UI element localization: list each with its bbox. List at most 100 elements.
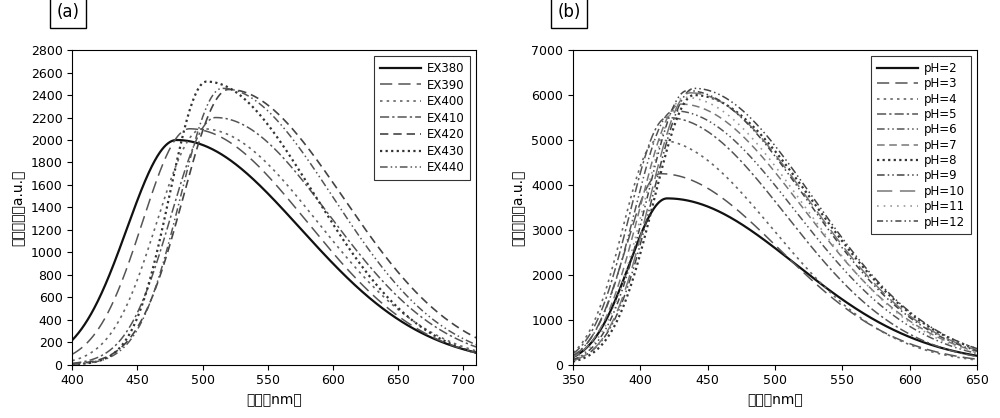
pH=6: [962, 349, 974, 354]
pH=9: [588, 347, 600, 352]
pH=9: [688, 86, 700, 91]
Line: EX400: EX400: [72, 129, 483, 361]
EX390: [465, 349, 477, 354]
EX410: [465, 343, 477, 348]
EX420: [66, 361, 78, 366]
pH=6: [588, 331, 600, 336]
pH=5: [754, 181, 766, 186]
pH=3: [655, 171, 667, 176]
pH=4: [887, 335, 899, 340]
pH=8: [962, 343, 974, 348]
Text: (a): (a): [57, 3, 80, 21]
EX390: [477, 352, 489, 357]
pH=6: [974, 352, 986, 357]
pH=7: [765, 165, 777, 170]
EX400: [390, 305, 402, 310]
pH=10: [974, 348, 986, 353]
EX440: [216, 86, 228, 91]
Y-axis label: 荧光强度（a.u.）: 荧光强度（a.u.）: [11, 169, 25, 245]
pH=2: [962, 352, 974, 357]
pH=8: [567, 359, 579, 364]
pH=4: [588, 320, 600, 325]
pH=12: [974, 349, 986, 354]
EX400: [465, 347, 477, 352]
EX400: [66, 358, 78, 363]
pH=9: [962, 343, 974, 348]
EX390: [255, 166, 267, 171]
pH=11: [588, 341, 600, 346]
EX410: [255, 134, 267, 139]
EX430: [255, 114, 267, 119]
pH=5: [765, 194, 777, 199]
EX380: [87, 308, 99, 313]
EX410: [210, 115, 222, 120]
pH=12: [588, 344, 600, 349]
pH=8: [754, 131, 766, 136]
pH=11: [887, 307, 899, 312]
pH=10: [887, 300, 899, 305]
pH=6: [754, 165, 766, 170]
EX410: [465, 342, 477, 347]
pH=11: [567, 356, 579, 361]
pH=7: [675, 102, 687, 107]
EX380: [465, 349, 477, 354]
pH=6: [887, 313, 899, 318]
EX430: [465, 349, 477, 354]
EX390: [390, 312, 402, 317]
EX410: [87, 357, 99, 362]
Line: EX420: EX420: [72, 89, 483, 364]
pH=5: [962, 352, 974, 357]
EX400: [87, 349, 99, 354]
pH=10: [567, 358, 579, 363]
Line: pH=2: pH=2: [573, 199, 980, 357]
EX440: [66, 362, 78, 367]
Legend: EX380, EX390, EX400, EX410, EX420, EX430, EX440: EX380, EX390, EX400, EX410, EX420, EX430…: [374, 56, 470, 180]
EX430: [390, 303, 402, 308]
pH=10: [962, 345, 974, 350]
EX380: [266, 195, 278, 200]
Line: pH=8: pH=8: [573, 95, 980, 362]
pH=2: [765, 242, 777, 247]
EX400: [465, 347, 477, 352]
pH=2: [887, 327, 899, 332]
EX390: [465, 349, 477, 354]
EX400: [255, 155, 267, 160]
Line: pH=11: pH=11: [573, 97, 980, 359]
EX410: [390, 292, 402, 297]
pH=3: [765, 238, 777, 243]
EX420: [390, 267, 402, 272]
Text: (b): (b): [557, 3, 581, 21]
pH=9: [567, 358, 579, 363]
pH=5: [887, 322, 899, 327]
pH=2: [974, 354, 986, 359]
pH=2: [661, 196, 673, 201]
pH=4: [765, 224, 777, 229]
Line: EX430: EX430: [72, 82, 483, 364]
EX410: [266, 144, 278, 149]
Line: pH=10: pH=10: [573, 93, 980, 361]
EX390: [87, 334, 99, 339]
pH=12: [765, 148, 777, 153]
pH=8: [962, 344, 974, 349]
pH=12: [754, 135, 766, 140]
Y-axis label: 荧光强度（a.u.）: 荧光强度（a.u.）: [512, 169, 526, 245]
EX390: [66, 352, 78, 357]
pH=9: [962, 343, 974, 348]
EX380: [390, 315, 402, 320]
EX410: [477, 347, 489, 352]
pH=10: [765, 147, 777, 152]
pH=4: [567, 350, 579, 355]
pH=6: [668, 108, 680, 113]
EX440: [87, 360, 99, 365]
EX380: [171, 138, 183, 143]
EX440: [477, 345, 489, 350]
EX380: [255, 184, 267, 189]
EX440: [465, 340, 477, 345]
pH=9: [765, 138, 777, 143]
EX440: [255, 102, 267, 107]
pH=9: [974, 347, 986, 352]
pH=8: [765, 143, 777, 148]
Line: pH=7: pH=7: [573, 104, 980, 357]
pH=4: [962, 357, 974, 362]
pH=5: [567, 351, 579, 356]
